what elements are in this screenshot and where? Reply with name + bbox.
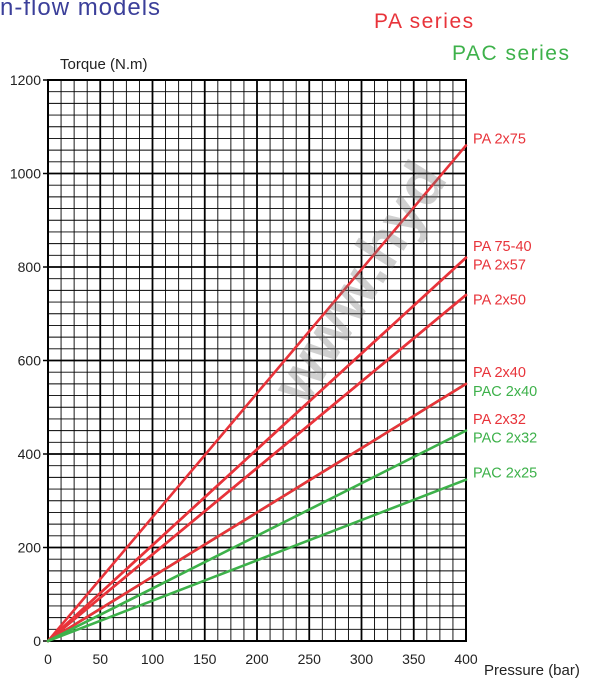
series-label-pa-2x57: PA 2x57 [473, 258, 526, 274]
series-line-pac-2x32 [46, 429, 468, 643]
series-line-pac-2x25 [46, 478, 468, 643]
x-tick-label: 100 [141, 651, 165, 667]
series-label-pa-75-40: PA 75-40 [473, 239, 532, 255]
y-tick-label: 800 [18, 259, 42, 275]
series-label-pa-2x50: PA 2x50 [473, 293, 526, 309]
series-label-pa-2x75: PA 2x75 [473, 131, 526, 147]
x-tick-label: 350 [402, 651, 426, 667]
y-tick-label: 200 [18, 540, 42, 556]
series-line-pa-2x32 [46, 382, 468, 643]
y-axis-label: Torque (N.m) [60, 56, 148, 73]
series-line-pa-2x40 [46, 293, 468, 643]
series-label-pa-2x32: PA 2x32 [473, 412, 526, 428]
series-label-pa-2x40: PA 2x40 [473, 365, 526, 381]
series-line-pa-2x57 [46, 256, 468, 643]
x-tick-label: 150 [193, 651, 217, 667]
page-heading: n-flow models [0, 0, 162, 21]
series-line-pa-2x75 [46, 144, 468, 643]
series-label-pac-2x40: PAC 2x40 [473, 384, 537, 400]
x-tick-label: 200 [245, 651, 269, 667]
pac-series-title: PAC series [452, 42, 571, 65]
x-tick-label: 0 [44, 651, 52, 667]
x-tick-label: 300 [350, 651, 374, 667]
y-tick-label: 0 [33, 633, 41, 649]
x-tick-label: 250 [298, 651, 322, 667]
y-tick-label: 400 [18, 446, 42, 462]
y-tick-label: 1200 [10, 72, 41, 88]
series-label-pac-2x25: PAC 2x25 [473, 466, 537, 482]
series-label-pac-2x32: PAC 2x32 [473, 431, 537, 447]
x-tick-label: 50 [92, 651, 108, 667]
x-axis-label: Pressure (bar) [484, 662, 580, 679]
y-tick-label: 1000 [10, 166, 41, 182]
pa-series-title: PA series [374, 10, 475, 33]
x-tick-label: 400 [454, 651, 478, 667]
y-tick-label: 600 [18, 353, 42, 369]
